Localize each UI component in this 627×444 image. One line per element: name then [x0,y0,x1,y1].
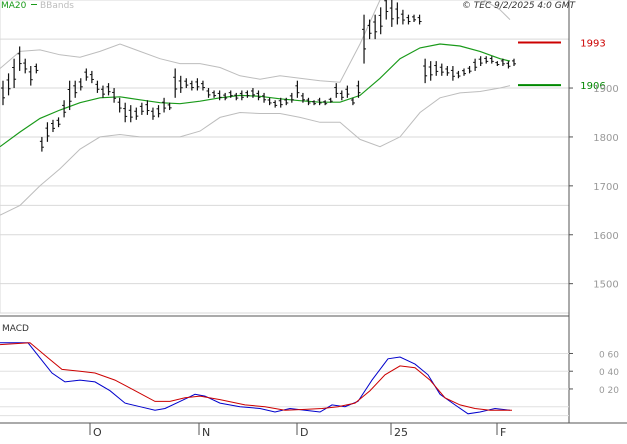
macd-grid [0,315,569,417]
legend-ma20: MA20 [1,1,27,11]
ma20-line [0,43,511,148]
x-tick-label: F [500,426,506,439]
level-label-1993: 1993 [580,39,605,50]
macd-y-axis: 0 20 0 40 0 60 [569,350,619,396]
x-axis: O N D 25 F [0,422,627,439]
macd-y-tick-label: 0 20 [599,386,619,396]
bband-lower-line [0,85,511,216]
level-lines: 1993 1906 [518,39,606,92]
macd-lines [0,342,512,415]
x-tick-label: O [93,426,102,439]
price-y-tick-label: 1800 [593,133,618,144]
macd-series-macd [0,342,511,415]
x-tick-label: D [300,426,308,439]
bollinger-bands [0,0,511,216]
price-bars [1,0,516,152]
price-y-tick-label: 1600 [593,231,618,242]
legend-bbands: BBands [40,1,74,11]
price-frame [0,0,570,314]
source-label: © TEC 9/2/2025 4:0 GMT [462,1,577,11]
x-tick-label: 25 [394,426,408,439]
macd-title: MACD [2,324,29,334]
price-y-tick-label: 1700 [593,182,618,193]
level-label-1906: 1906 [580,81,605,92]
price-grid [0,0,570,423]
price-y-tick-label: 1900 [593,84,618,95]
x-tick-label: N [202,426,210,439]
bband-upper-line [0,0,511,83]
price-y-tick-label: 1500 [593,280,618,291]
price-y-axis: 1500 1600 1700 1800 1900 [569,84,619,291]
ma20-line-group [0,43,511,148]
macd-y-tick-label: 0 40 [599,368,619,378]
macd-series-signal [0,342,512,411]
macd-y-tick-label: 0 60 [599,350,619,360]
